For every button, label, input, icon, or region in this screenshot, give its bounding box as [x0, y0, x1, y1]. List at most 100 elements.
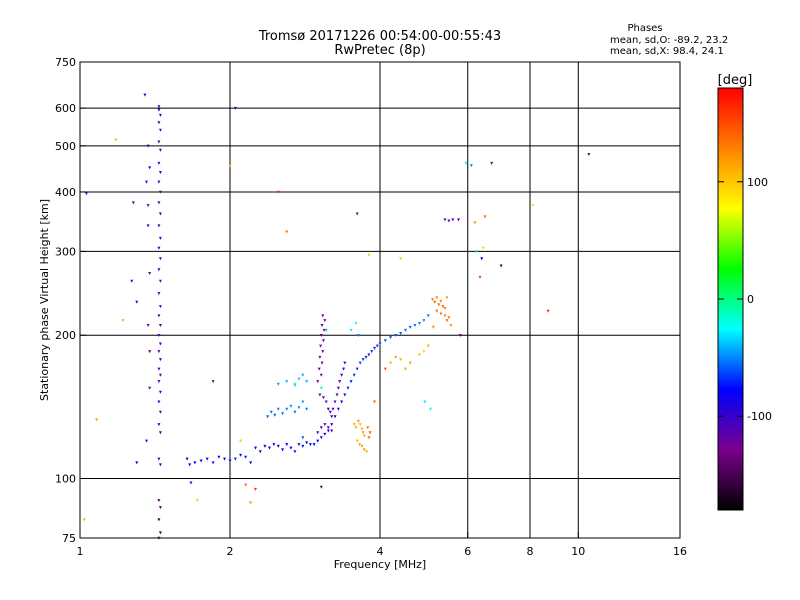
data-point	[449, 323, 453, 327]
data-point	[158, 531, 162, 535]
data-point	[358, 361, 362, 365]
data-point	[281, 412, 285, 416]
data-point	[358, 423, 362, 427]
data-point	[408, 325, 412, 329]
data-point	[360, 427, 364, 431]
data-point	[323, 423, 327, 427]
data-point	[223, 457, 227, 461]
data-point	[146, 323, 150, 327]
data-point	[383, 339, 387, 343]
data-point	[340, 373, 344, 377]
data-point	[319, 485, 323, 489]
data-point	[417, 353, 421, 357]
data-point	[95, 418, 99, 422]
chart-subtitle: RwPretec (8p)	[334, 43, 425, 58]
colorbar-label: [deg]	[718, 73, 753, 88]
data-point	[323, 319, 327, 323]
data-point	[349, 380, 353, 384]
data-point	[320, 361, 324, 365]
data-point	[342, 367, 346, 371]
plot-area: 1 2 4 6 8 10 16 75 100 200 300 400 500 600 750	[55, 56, 687, 558]
data-point	[157, 380, 161, 384]
data-point	[443, 306, 447, 310]
data-point	[157, 140, 161, 144]
data-point	[319, 373, 323, 377]
data-point	[158, 171, 162, 175]
data-point	[158, 279, 162, 283]
data-point	[343, 393, 347, 397]
data-point	[403, 367, 407, 371]
chart-title: Tromsø 20171226 00:54:00-00:55:43	[258, 29, 501, 44]
data-point	[399, 257, 403, 261]
data-point	[158, 148, 162, 152]
data-point	[158, 506, 162, 510]
data-point	[423, 400, 427, 404]
data-point	[285, 443, 289, 447]
x-tick-label: 6	[464, 545, 471, 558]
data-point	[157, 518, 161, 522]
data-point	[403, 328, 407, 332]
data-points	[82, 93, 591, 540]
data-point	[145, 180, 149, 184]
data-point	[285, 380, 289, 384]
data-point	[157, 536, 161, 540]
data-point	[408, 361, 412, 365]
data-point	[266, 415, 270, 419]
data-point	[447, 316, 451, 320]
data-point	[195, 499, 199, 503]
data-point	[587, 153, 591, 157]
data-point	[233, 457, 237, 461]
data-point	[328, 410, 332, 414]
data-point	[368, 431, 372, 435]
data-point	[157, 180, 161, 184]
data-point	[157, 457, 161, 461]
data-point	[360, 444, 364, 448]
data-point	[356, 419, 360, 423]
data-point	[321, 339, 325, 343]
data-point	[319, 344, 323, 348]
data-point	[289, 446, 293, 450]
data-point	[316, 431, 320, 435]
data-point	[269, 410, 273, 414]
data-point	[354, 426, 358, 430]
data-point	[121, 319, 125, 323]
x-tick-label: 8	[527, 545, 534, 558]
data-point	[383, 367, 387, 371]
data-point	[205, 457, 209, 461]
data-point	[157, 367, 161, 371]
data-point	[228, 459, 232, 463]
data-point	[263, 444, 267, 448]
data-point	[320, 323, 324, 327]
data-point	[189, 481, 193, 485]
data-point	[276, 382, 280, 386]
data-point	[158, 257, 162, 261]
data-point	[318, 355, 322, 359]
data-point	[146, 144, 150, 148]
data-point	[399, 358, 403, 362]
data-point	[333, 400, 337, 404]
data-point	[305, 380, 309, 384]
data-point	[478, 275, 482, 279]
data-point	[422, 319, 426, 323]
data-point	[131, 201, 135, 205]
data-point	[253, 487, 257, 491]
data-point	[158, 390, 162, 394]
data-point	[114, 138, 118, 142]
data-point	[457, 218, 461, 222]
data-point	[362, 448, 366, 452]
data-point	[499, 264, 503, 268]
y-tick-label: 200	[55, 329, 76, 342]
data-point	[413, 323, 417, 327]
data-point	[157, 246, 161, 250]
data-point	[394, 334, 398, 338]
data-point	[441, 305, 445, 309]
y-axis: 75 100 200 300 400 500 600 750	[55, 56, 86, 545]
y-tick-label: 400	[55, 186, 76, 199]
data-point	[355, 439, 359, 443]
data-point	[367, 436, 371, 440]
data-point	[146, 204, 150, 208]
data-point	[426, 344, 430, 348]
data-point	[322, 328, 326, 332]
data-point	[373, 400, 377, 404]
data-point	[297, 377, 301, 381]
